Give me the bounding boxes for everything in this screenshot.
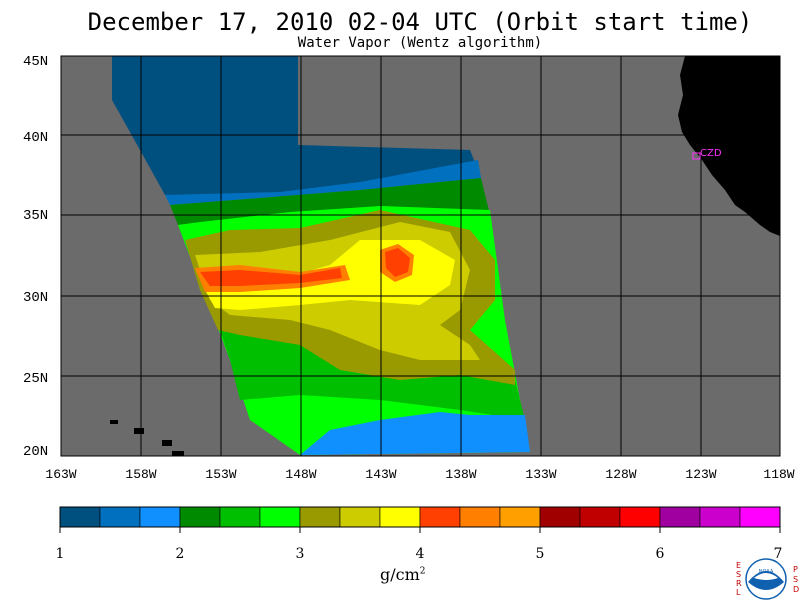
noaa-esrl-psd-logo: E S R L P S D NOAA bbox=[736, 558, 799, 600]
lon-label: 163W bbox=[45, 467, 76, 482]
swath-red-orange-band bbox=[200, 268, 342, 286]
colorbar-swatch bbox=[299, 506, 341, 528]
colorbar-swatch bbox=[139, 506, 181, 528]
swath-dark-green bbox=[170, 178, 490, 225]
lon-label: 118W bbox=[763, 467, 794, 482]
colorbar-tick-label: 3 bbox=[296, 546, 305, 562]
lat-label: 30N bbox=[23, 290, 48, 306]
colorbar-tick-label: 5 bbox=[536, 546, 545, 562]
island-3 bbox=[162, 440, 172, 446]
colorbar bbox=[59, 506, 781, 528]
longitude-labels: 163W 158W 153W 148W 143W 138W 133W 128W … bbox=[45, 467, 794, 482]
svg-text:S: S bbox=[793, 575, 798, 584]
island-2 bbox=[134, 428, 144, 434]
colorbar-swatch bbox=[259, 506, 301, 528]
plot-border bbox=[60, 55, 781, 457]
colorbar-swatch bbox=[99, 506, 141, 528]
colorbar-swatch bbox=[739, 506, 781, 528]
lon-label: 123W bbox=[685, 467, 716, 482]
coastline-california bbox=[678, 56, 780, 236]
lon-label: 158W bbox=[125, 467, 156, 482]
colorbar-tick-label: 6 bbox=[656, 546, 665, 562]
colorbar-unit: g/cm2 bbox=[380, 565, 426, 584]
colorbar-swatch bbox=[419, 506, 461, 528]
colorbar-swatch bbox=[59, 506, 101, 528]
swath-medium-blue bbox=[165, 160, 481, 205]
svg-text:P: P bbox=[793, 565, 798, 574]
colorbar-ticks: 1 2 3 4 5 6 7 bbox=[56, 527, 783, 562]
colorbar-tick-label: 2 bbox=[176, 546, 185, 562]
colorbar-tick-label: 4 bbox=[416, 546, 425, 562]
svg-text:D: D bbox=[793, 585, 799, 594]
lon-label: 128W bbox=[605, 467, 636, 482]
svg-text:E: E bbox=[736, 561, 741, 570]
swath-dark-blue bbox=[112, 56, 478, 200]
colorbar-tick-label: 7 bbox=[774, 546, 783, 562]
svg-text:NOAA: NOAA bbox=[759, 569, 774, 575]
lat-label: 40N bbox=[23, 130, 48, 146]
lon-label: 153W bbox=[205, 467, 236, 482]
station-marker bbox=[692, 152, 701, 160]
noaa-wing-icon bbox=[754, 573, 778, 580]
lat-label: 20N bbox=[23, 444, 48, 460]
satellite-swath bbox=[112, 56, 530, 455]
lat-label: 25N bbox=[23, 371, 48, 387]
station-label: CZD bbox=[700, 148, 722, 159]
lon-label: 148W bbox=[285, 467, 316, 482]
svg-text:R: R bbox=[736, 579, 742, 588]
latitude-labels: 45N 40N 35N 30N 25N 20N bbox=[23, 54, 48, 460]
svg-text:S: S bbox=[736, 570, 741, 579]
colorbar-swatch bbox=[499, 506, 541, 528]
swath-bright-blue bbox=[300, 412, 530, 455]
colorbar-swatch bbox=[379, 506, 421, 528]
lon-label: 138W bbox=[445, 467, 476, 482]
lat-label: 45N bbox=[23, 54, 48, 70]
colorbar-tick-label: 1 bbox=[56, 546, 65, 562]
grid-lines bbox=[61, 56, 780, 456]
page-title: December 17, 2010 02-04 UTC (Orbit start… bbox=[87, 8, 753, 36]
colorbar-swatch bbox=[339, 506, 381, 528]
svg-text:L: L bbox=[736, 588, 741, 597]
colorbar-swatch bbox=[179, 506, 221, 528]
colorbar-swatch bbox=[619, 506, 661, 528]
colorbar-swatch bbox=[459, 506, 501, 528]
land bbox=[110, 56, 780, 456]
noaa-bird-icon bbox=[748, 571, 784, 590]
island-1 bbox=[110, 420, 118, 424]
colorbar-swatch bbox=[699, 506, 741, 528]
station-czd: CZD bbox=[692, 148, 722, 160]
colorbar-swatch bbox=[219, 506, 261, 528]
lon-label: 133W bbox=[525, 467, 556, 482]
esrl-letters: E S R L P S D bbox=[736, 561, 799, 597]
swath-red-orange-blob bbox=[385, 248, 410, 277]
colorbar-swatch bbox=[659, 506, 701, 528]
lat-label: 35N bbox=[23, 208, 48, 224]
island-4 bbox=[172, 451, 184, 456]
colorbar-swatch bbox=[579, 506, 621, 528]
lon-label: 143W bbox=[365, 467, 396, 482]
page-subtitle: Water Vapor (Wentz algorithm) bbox=[297, 35, 543, 51]
colorbar-swatch bbox=[539, 506, 581, 528]
